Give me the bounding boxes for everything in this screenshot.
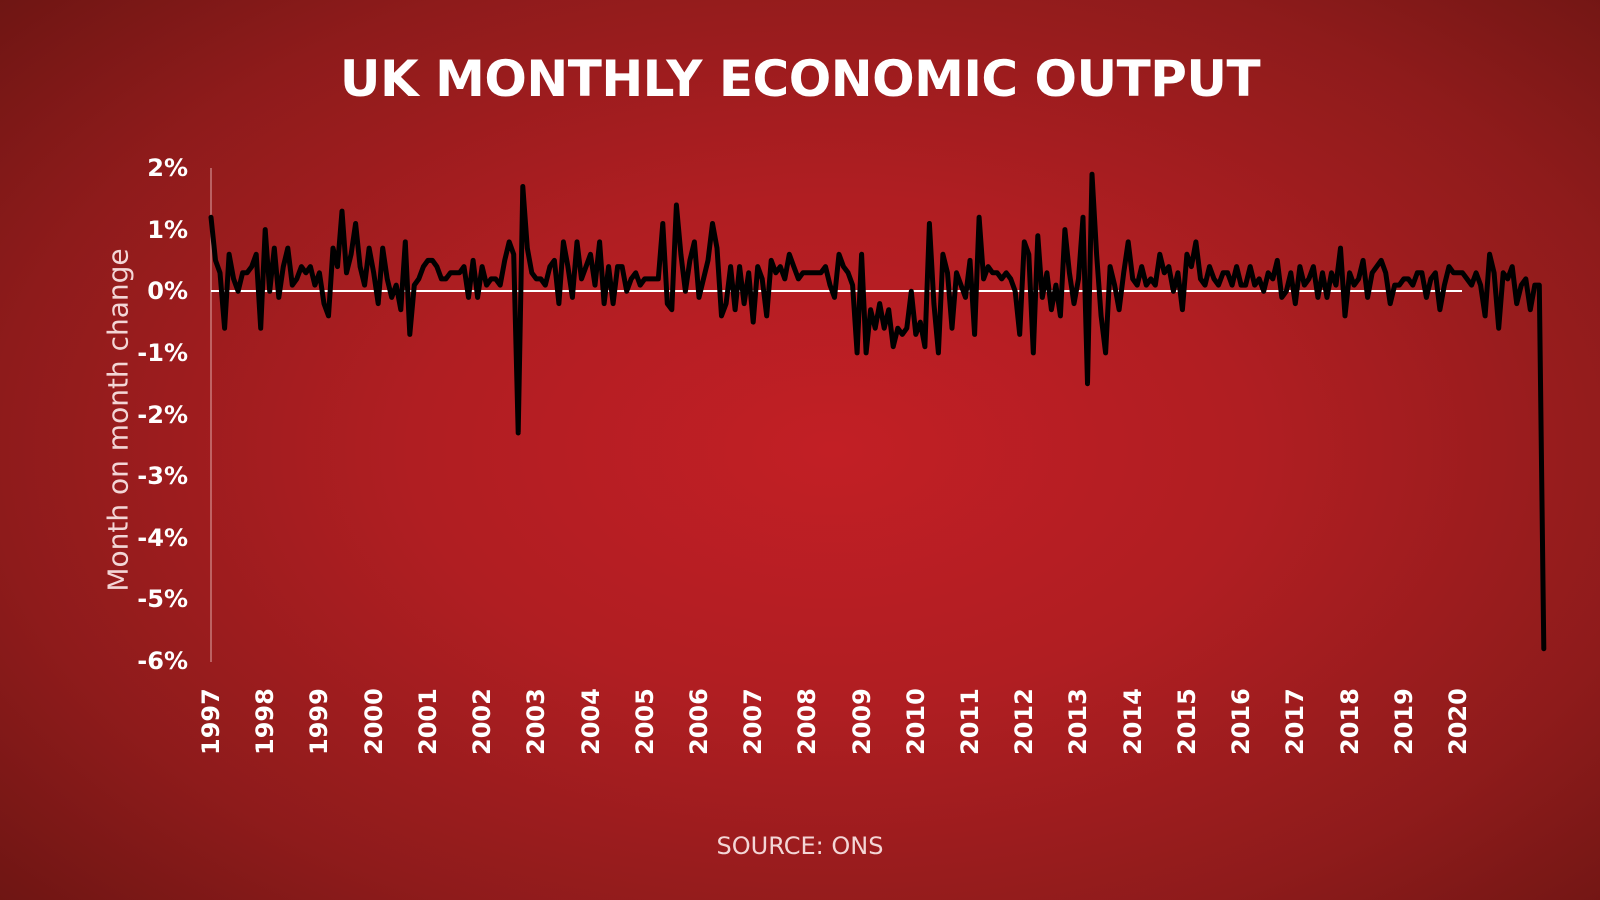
y-tick-label: 1% [147, 215, 188, 244]
source-note: SOURCE: ONS [716, 832, 884, 860]
y-tick-label: -6% [137, 647, 188, 675]
y-tick-label: -3% [137, 462, 188, 491]
y-tick-label: 0% [147, 277, 188, 306]
y-tick-label: -1% [137, 338, 188, 367]
y-tick-label: -5% [137, 585, 188, 614]
chart-title: UK MONTHLY ECONOMIC OUTPUT [339, 50, 1261, 108]
y-tick-label: -4% [137, 523, 188, 552]
y-tick-label: 2% [147, 154, 188, 182]
y-tick-label: -2% [137, 400, 188, 429]
data-line [208, 171, 1547, 652]
